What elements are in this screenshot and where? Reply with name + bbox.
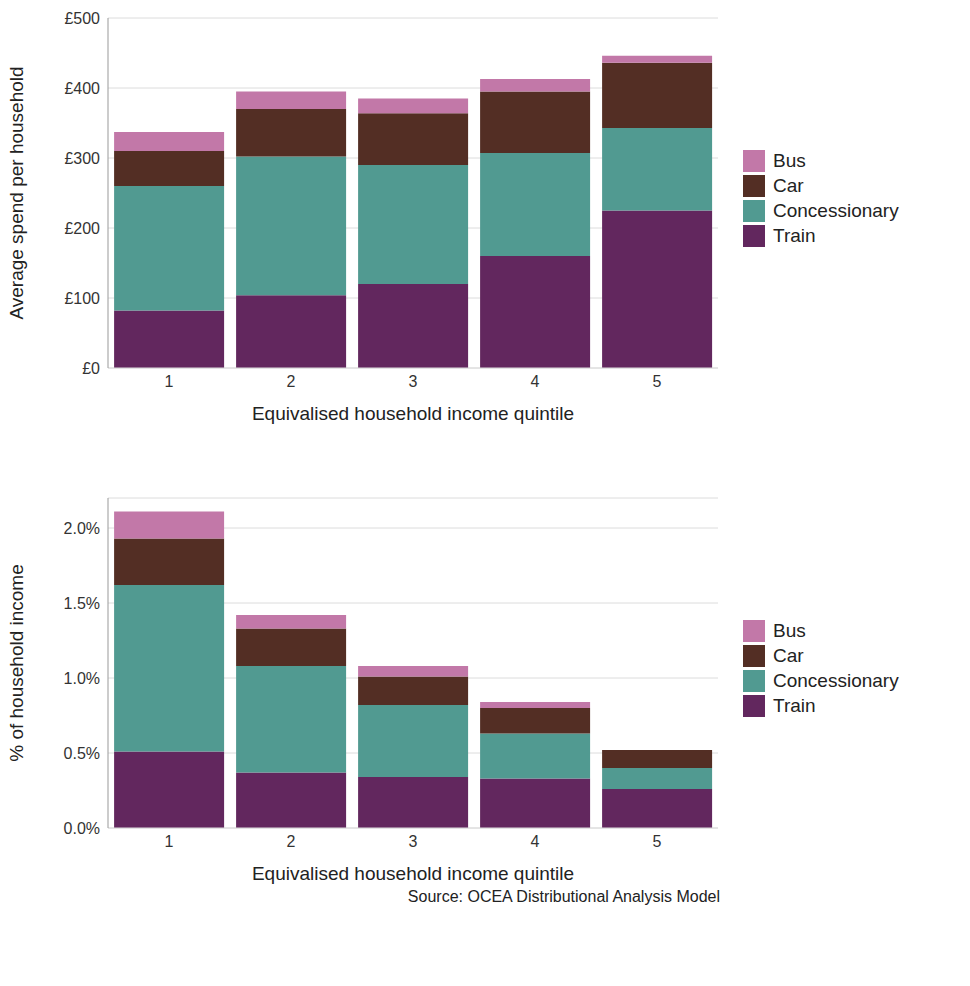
svg-text:2: 2 [287,833,296,850]
html-text:Train: Train [773,694,816,716]
svg-text:1.5%: 1.5% [64,595,100,612]
html-text:Concessionary: Concessionary [773,669,899,691]
svg-text:% of household income: % of household income [8,564,27,762]
html-text:Bus: Bus [773,149,806,171]
svg-text:5: 5 [653,833,662,850]
html-text:Source: OCEA Distributional An: Source: OCEA Distributional Analysis Mod… [407,888,720,905]
svg-text:3: 3 [409,373,418,390]
svg-text:5: 5 [653,373,662,390]
svg-text:2: 2 [287,373,296,390]
svg-text:1.0%: 1.0% [64,670,100,687]
svg-text:0.0%: 0.0% [64,820,100,837]
svg-text:£400: £400 [64,80,100,97]
svg-text:1: 1 [165,833,174,850]
svg-text:4: 4 [531,373,540,390]
svg-text:2.0%: 2.0% [64,520,100,537]
svg-text:1: 1 [165,373,174,390]
svg-text:Average spend per household: Average spend per household [8,66,27,319]
html-text:Car: Car [773,644,804,666]
html-text:Concessionary: Concessionary [773,199,899,221]
svg-text:4: 4 [531,833,540,850]
html-text:Train: Train [773,224,816,246]
svg-text:Equivalised household income q: Equivalised household income quintile [252,863,574,884]
svg-text:£200: £200 [64,220,100,237]
svg-text:£500: £500 [64,10,100,27]
svg-text:3: 3 [409,833,418,850]
svg-text:£0: £0 [82,360,100,377]
html-text:Car: Car [773,174,804,196]
svg-text:£300: £300 [64,150,100,167]
svg-text:£100: £100 [64,290,100,307]
html-text:Bus: Bus [773,619,806,641]
svg-text:0.5%: 0.5% [64,745,100,762]
svg-text:Equivalised household income q: Equivalised household income quintile [252,403,574,424]
